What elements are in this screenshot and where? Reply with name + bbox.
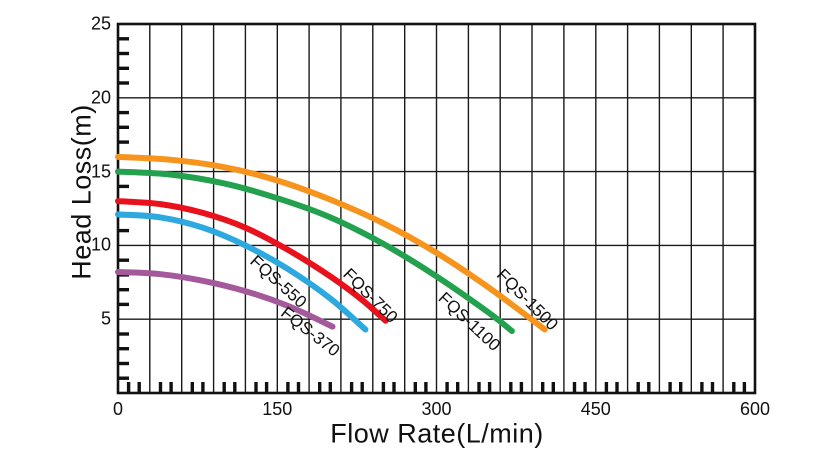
- y-tick-label: 5: [100, 308, 111, 329]
- curve-FQS-750: [115, 198, 389, 324]
- x-axis-title: Flow Rate(L/min): [330, 418, 544, 449]
- x-tick-label: 600: [739, 399, 771, 419]
- y-tick-label: 15: [90, 161, 111, 182]
- y-tick-label: 25: [90, 13, 111, 34]
- x-tick-label: 150: [262, 399, 293, 419]
- plot-border: [116, 22, 757, 395]
- curve-FQS-550: [115, 211, 369, 333]
- x-tick-label: 0: [112, 399, 124, 419]
- x-tick-label: 300: [421, 399, 452, 419]
- y-tick-label: 20: [90, 87, 111, 108]
- y-tick-label: 10: [90, 234, 111, 255]
- curve-FQS-370: [115, 268, 336, 330]
- curve-FQS-1500: [115, 153, 548, 333]
- x-tick-label: 450: [580, 399, 611, 419]
- curve-FQS-1100: [115, 168, 515, 334]
